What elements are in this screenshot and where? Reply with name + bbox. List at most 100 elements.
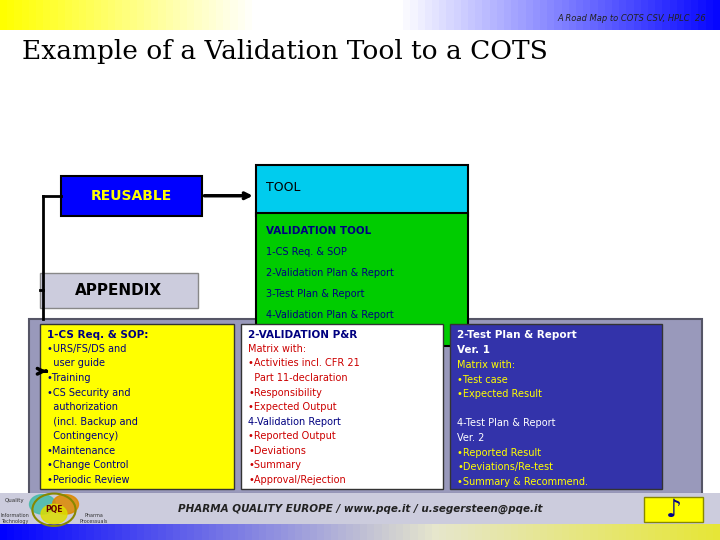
Bar — [706, 524, 713, 540]
Bar — [684, 0, 691, 30]
Text: •Training: •Training — [47, 373, 91, 383]
Text: ♪: ♪ — [666, 498, 682, 522]
Bar — [619, 0, 626, 30]
Bar — [382, 0, 389, 30]
Bar — [259, 0, 266, 30]
Bar — [137, 524, 144, 540]
Bar — [554, 0, 562, 30]
Bar — [497, 0, 504, 30]
Bar — [410, 0, 418, 30]
Text: A Road Map to COTS CSV, HPLC  26: A Road Map to COTS CSV, HPLC 26 — [557, 14, 706, 23]
Bar — [194, 524, 202, 540]
Bar — [706, 0, 713, 30]
Text: •URS/FS/DS and: •URS/FS/DS and — [47, 344, 126, 354]
Bar — [40, 273, 198, 308]
Bar — [7, 524, 14, 540]
Bar — [158, 524, 166, 540]
Bar — [446, 0, 454, 30]
Bar — [194, 0, 202, 30]
Bar — [259, 524, 266, 540]
Bar — [317, 524, 324, 540]
Bar — [511, 0, 518, 30]
Bar — [403, 0, 410, 30]
Bar — [331, 0, 338, 30]
Bar — [425, 524, 432, 540]
Text: APPENDIX: APPENDIX — [75, 283, 163, 298]
Bar — [612, 0, 619, 30]
Bar — [338, 0, 346, 30]
Bar — [590, 0, 598, 30]
Bar — [475, 524, 482, 540]
Bar — [518, 0, 526, 30]
Bar — [619, 524, 626, 540]
Text: •Test case: •Test case — [457, 375, 508, 384]
Text: 3-Test Plan & Report: 3-Test Plan & Report — [266, 289, 365, 299]
Bar — [454, 524, 461, 540]
Bar — [605, 0, 612, 30]
Bar — [310, 524, 317, 540]
Bar — [274, 524, 281, 540]
Bar — [389, 524, 396, 540]
Text: PQE: PQE — [45, 505, 63, 514]
Bar — [439, 524, 446, 540]
Bar — [490, 524, 497, 540]
Bar — [468, 524, 475, 540]
Bar — [360, 524, 367, 540]
Bar — [158, 0, 166, 30]
Bar — [461, 524, 468, 540]
Bar — [256, 165, 468, 216]
Bar — [274, 0, 281, 30]
Bar — [40, 324, 234, 489]
Bar — [115, 524, 122, 540]
Bar — [245, 0, 252, 30]
Bar — [605, 524, 612, 540]
Bar — [266, 524, 274, 540]
Bar — [241, 324, 443, 489]
Circle shape — [41, 504, 67, 524]
Bar — [569, 524, 576, 540]
Bar — [22, 0, 29, 30]
Text: authorization: authorization — [47, 402, 118, 412]
Bar — [317, 0, 324, 30]
Text: •Expected Result: •Expected Result — [457, 389, 542, 399]
Bar — [713, 0, 720, 30]
Bar — [173, 0, 180, 30]
Text: •Reported Result: •Reported Result — [457, 448, 541, 457]
Bar — [497, 524, 504, 540]
Text: Part 11-declaration: Part 11-declaration — [248, 373, 348, 383]
Text: •CS Security and: •CS Security and — [47, 388, 130, 397]
Bar — [684, 524, 691, 540]
Bar — [655, 524, 662, 540]
Bar — [583, 0, 590, 30]
Bar — [223, 524, 230, 540]
Text: 4-Validation Report: 4-Validation Report — [248, 417, 341, 427]
Bar — [173, 524, 180, 540]
Bar — [223, 0, 230, 30]
Bar — [245, 524, 252, 540]
Bar — [50, 0, 58, 30]
Bar — [72, 524, 79, 540]
Bar — [252, 524, 259, 540]
Bar — [691, 0, 698, 30]
Text: •Deviations: •Deviations — [248, 446, 306, 456]
Text: Matrix with:: Matrix with: — [457, 360, 516, 370]
Bar — [382, 524, 389, 540]
Bar — [302, 524, 310, 540]
Bar — [122, 524, 130, 540]
Bar — [29, 0, 36, 30]
Bar — [324, 524, 331, 540]
Text: TOOL: TOOL — [266, 181, 301, 194]
Bar — [518, 524, 526, 540]
Bar — [562, 0, 569, 30]
Bar — [58, 0, 65, 30]
Bar — [533, 0, 540, 30]
Bar — [374, 0, 382, 30]
Bar — [396, 524, 403, 540]
Bar — [180, 0, 187, 30]
Bar — [353, 524, 360, 540]
Bar — [43, 524, 50, 540]
Bar — [36, 0, 43, 30]
Bar — [65, 0, 72, 30]
Bar — [216, 524, 223, 540]
Bar — [482, 0, 490, 30]
